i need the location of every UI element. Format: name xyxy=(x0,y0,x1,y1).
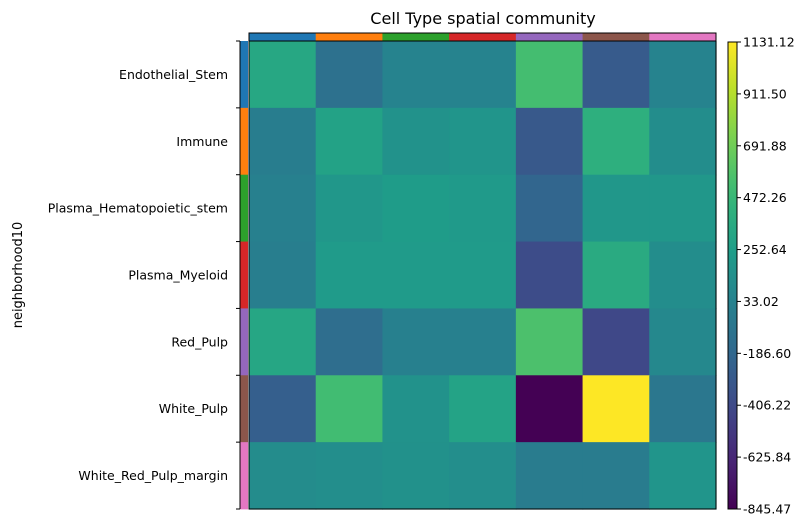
colorbar-tick-label: 252.64 xyxy=(743,242,787,257)
heatmap-cell xyxy=(449,241,517,310)
heatmap-cell xyxy=(582,107,650,176)
heatmap-cell xyxy=(249,41,317,109)
heatmap-cell xyxy=(315,308,384,376)
heatmap-cell xyxy=(515,107,584,176)
row-color-block xyxy=(240,41,248,109)
heatmap-cell xyxy=(382,442,450,510)
heatmap-cell xyxy=(315,107,384,176)
heatmap-cell xyxy=(582,241,650,310)
heatmap-cell xyxy=(515,375,584,443)
heatmap-cell xyxy=(315,241,384,310)
column-color-block xyxy=(515,33,583,41)
colorbar-tick-label: -406.22 xyxy=(743,398,791,413)
heatmap-cell xyxy=(582,442,650,510)
heatmap-cell xyxy=(449,375,517,443)
heatmap-cell xyxy=(515,41,584,109)
chart-title: Cell Type spatial community xyxy=(370,9,595,28)
colorbar-tick-label: -625.84 xyxy=(743,450,791,465)
heatmap-cell xyxy=(449,107,517,176)
row-color-block xyxy=(240,308,248,376)
heatmap-cell xyxy=(382,174,450,243)
heatmap-cell xyxy=(382,241,450,310)
heatmap-cell xyxy=(649,107,717,176)
colorbar-tick-label: 691.88 xyxy=(743,138,787,153)
heatmap-cell xyxy=(382,107,450,176)
heatmap-cell xyxy=(515,174,584,243)
row-color-strip xyxy=(236,40,248,510)
heatmap-cell xyxy=(249,174,317,243)
column-color-block xyxy=(315,33,383,41)
heatmap-cell xyxy=(649,174,717,243)
heatmap-cell xyxy=(515,442,584,510)
heatmap-frame xyxy=(248,40,717,510)
column-color-block xyxy=(649,33,717,41)
y-axis-label: neighborhood10 xyxy=(11,222,26,329)
column-color-block xyxy=(249,33,317,41)
heatmap-cell xyxy=(649,375,717,443)
colorbar: -845.47 -625.84 -406.22 -186.60 33.02 252.64 4… xyxy=(727,35,795,517)
heatmap-cell xyxy=(315,41,384,109)
heatmap-cell xyxy=(649,41,717,109)
heatmap-cell xyxy=(582,308,650,376)
heatmap-cell xyxy=(449,174,517,243)
heatmap-cell xyxy=(649,308,717,376)
heatmap-cells xyxy=(249,41,717,510)
row-color-block xyxy=(240,241,248,309)
colorbar-tick-label: 1131.12 xyxy=(743,35,795,50)
colorbar-tick-label: 911.50 xyxy=(743,86,787,101)
colorbar-tick-label: 33.02 xyxy=(743,294,779,309)
row-color-block xyxy=(240,107,248,176)
heatmap-cell xyxy=(249,241,317,310)
column-color-block xyxy=(582,33,650,41)
colorbar-tick-label: -845.47 xyxy=(743,502,791,517)
heatmap-cell xyxy=(249,375,317,443)
heatmap-cell xyxy=(582,41,650,109)
heatmap-cell xyxy=(449,442,517,510)
row-color-block xyxy=(240,174,248,242)
heatmap-cell xyxy=(515,241,584,310)
row-label: White_Pulp xyxy=(159,401,228,416)
row-label: Plasma_Hematopoietic_stem xyxy=(48,201,228,216)
heatmap-cell xyxy=(582,174,650,243)
row-label: Immune xyxy=(176,134,228,149)
row-color-block xyxy=(240,375,248,443)
row-label: Plasma_Myeloid xyxy=(128,268,228,283)
heatmap-cell xyxy=(382,375,450,443)
colorbar-gradient xyxy=(727,41,738,510)
heatmap-cell xyxy=(315,442,384,510)
colorbar-tick-label: 472.26 xyxy=(743,190,787,205)
heatmap-cell xyxy=(649,442,717,510)
heatmap-cell xyxy=(515,308,584,376)
heatmap-cell xyxy=(649,241,717,310)
heatmap-cell xyxy=(249,308,317,376)
row-color-block xyxy=(240,442,248,510)
heatmap-cell xyxy=(249,442,317,510)
heatmap-cell xyxy=(382,308,450,376)
heatmap-cell xyxy=(315,375,384,443)
colorbar-tick-label: -186.60 xyxy=(743,346,791,361)
row-label: Red_Pulp xyxy=(171,334,228,349)
heatmap-cell xyxy=(249,107,317,176)
heatmap-cell xyxy=(449,41,517,109)
row-label: Endothelial_Stem xyxy=(119,67,228,82)
heatmap-cell xyxy=(582,375,650,443)
column-color-block xyxy=(449,33,517,41)
heatmap-cell xyxy=(315,174,384,243)
row-labels: Endothelial_Stem Immune Plasma_Hematopoiet… xyxy=(48,67,229,483)
heatmap-cell xyxy=(382,41,450,109)
column-color-strip xyxy=(248,32,717,42)
row-label: White_Red_Pulp_margin xyxy=(78,468,228,483)
heatmap-cell xyxy=(449,308,517,376)
column-color-block xyxy=(382,33,450,41)
